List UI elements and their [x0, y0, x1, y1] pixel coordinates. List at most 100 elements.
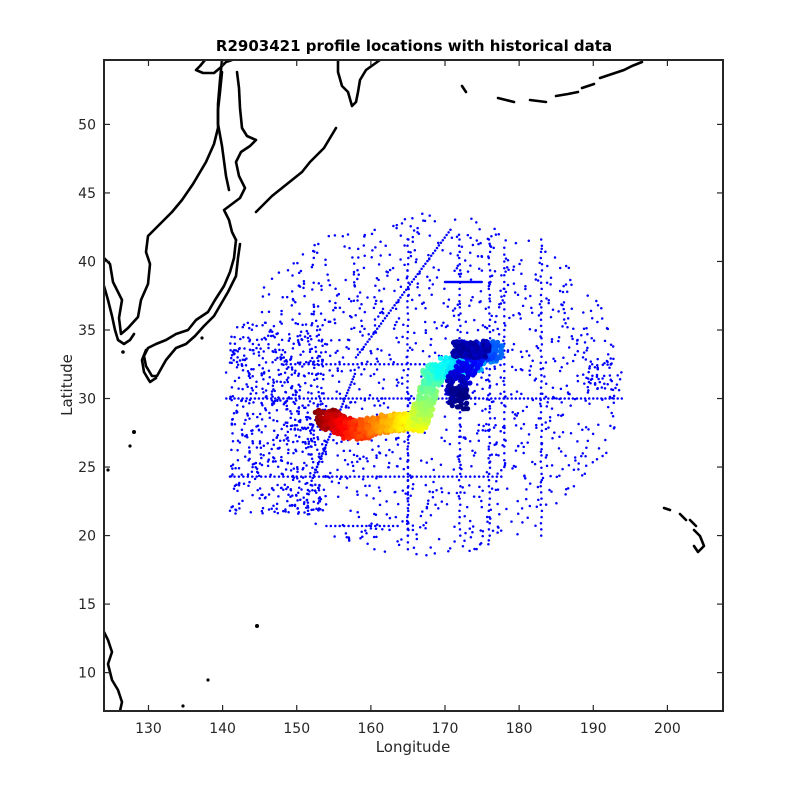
historical-point	[321, 452, 324, 455]
historical-point	[258, 487, 262, 490]
historical-point	[315, 251, 319, 255]
historical-point	[494, 320, 497, 324]
historical-point	[314, 319, 318, 322]
historical-point	[305, 481, 309, 485]
historical-point	[335, 475, 339, 478]
historical-point	[380, 397, 383, 400]
historical-point	[364, 484, 367, 488]
historical-point	[486, 520, 489, 523]
historical-point	[496, 472, 499, 475]
historical-point	[236, 363, 240, 367]
historical-point	[562, 356, 565, 360]
historical-point	[304, 406, 307, 409]
historical-point	[521, 521, 524, 524]
historical-point	[534, 397, 538, 400]
historical-point	[229, 342, 232, 345]
historical-point	[475, 239, 479, 242]
historical-point	[355, 490, 359, 493]
historical-point	[515, 390, 519, 393]
historical-point	[245, 383, 248, 386]
historical-point	[270, 507, 273, 511]
historical-point	[513, 291, 517, 294]
historical-point	[246, 412, 249, 415]
historical-point	[477, 439, 481, 443]
historical-point	[451, 475, 454, 478]
historical-point	[393, 323, 397, 327]
historical-point	[236, 356, 239, 359]
historical-point	[401, 293, 404, 297]
historical-point	[540, 299, 543, 303]
historical-point	[406, 306, 409, 309]
historical-point	[547, 397, 550, 400]
historical-point	[249, 392, 252, 396]
historical-point	[290, 385, 294, 388]
historical-point	[352, 299, 356, 303]
historical-point	[339, 397, 342, 400]
historical-point	[488, 380, 491, 383]
historical-point	[242, 482, 246, 485]
historical-point	[469, 397, 473, 400]
historical-point	[526, 441, 529, 444]
historical-point	[255, 346, 258, 350]
historical-point	[261, 367, 265, 370]
historical-point	[321, 402, 324, 406]
historical-point	[284, 434, 287, 437]
historical-point	[318, 328, 322, 331]
historical-point	[524, 287, 527, 291]
historical-point	[588, 367, 591, 370]
historical-point	[377, 486, 381, 489]
historical-point	[459, 484, 462, 488]
historical-point	[362, 345, 366, 349]
historical-point	[267, 458, 271, 461]
historical-point	[321, 344, 324, 347]
historical-point	[463, 515, 466, 518]
historical-point	[415, 537, 419, 541]
historical-point	[559, 397, 562, 400]
historical-point	[614, 386, 617, 390]
historical-point	[272, 402, 276, 405]
historical-point	[365, 494, 368, 497]
historical-point	[363, 233, 367, 237]
historical-point	[409, 224, 412, 228]
historical-point	[307, 440, 311, 443]
historical-point	[544, 427, 548, 431]
historical-point	[400, 222, 404, 225]
historical-point	[458, 528, 462, 531]
historical-point	[296, 334, 299, 338]
historical-point	[372, 497, 375, 500]
historical-point	[516, 445, 520, 448]
historical-point	[245, 397, 248, 400]
historical-point	[281, 473, 285, 476]
historical-point	[321, 323, 324, 327]
historical-point	[238, 347, 241, 350]
historical-point	[289, 428, 293, 431]
historical-point	[369, 527, 373, 530]
historical-point	[228, 475, 232, 478]
historical-point	[356, 353, 360, 357]
historical-point	[306, 513, 310, 516]
float-profile-point	[489, 355, 496, 361]
historical-point	[261, 511, 264, 515]
historical-point	[264, 475, 267, 478]
historical-point	[540, 262, 544, 266]
x-tick-label: 150	[283, 721, 310, 737]
historical-point	[433, 220, 437, 223]
historical-point	[373, 296, 376, 299]
historical-point	[235, 366, 239, 369]
historical-point	[336, 369, 340, 372]
historical-point	[307, 403, 310, 407]
historical-point	[486, 397, 489, 400]
historical-point	[468, 519, 472, 523]
historical-point	[306, 488, 310, 492]
historical-point	[586, 391, 590, 394]
historical-point	[339, 408, 342, 411]
historical-point	[407, 281, 410, 284]
historical-point	[316, 405, 319, 408]
historical-point	[557, 310, 560, 313]
historical-point	[534, 524, 537, 528]
historical-point	[321, 364, 325, 368]
historical-point	[293, 418, 297, 422]
historical-point	[421, 510, 424, 513]
float-profile-point	[448, 377, 454, 384]
historical-point	[442, 475, 445, 478]
